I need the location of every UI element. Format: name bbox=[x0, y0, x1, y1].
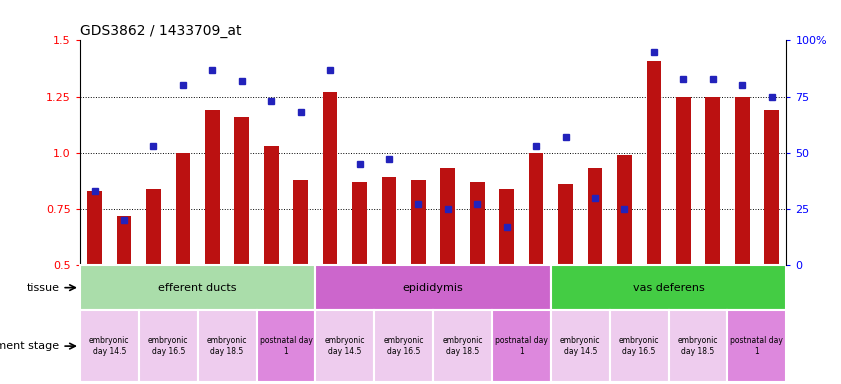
Bar bbox=[492, 310, 551, 382]
Bar bbox=[352, 182, 367, 265]
Text: postnatal day
1: postnatal day 1 bbox=[260, 336, 312, 356]
Bar bbox=[676, 96, 690, 265]
Bar bbox=[558, 184, 573, 265]
Bar bbox=[235, 117, 249, 265]
Text: embryonic
day 18.5: embryonic day 18.5 bbox=[442, 336, 483, 356]
Text: embryonic
day 16.5: embryonic day 16.5 bbox=[383, 336, 424, 356]
Text: embryonic
day 18.5: embryonic day 18.5 bbox=[207, 336, 247, 356]
Text: embryonic
day 16.5: embryonic day 16.5 bbox=[148, 336, 188, 356]
Bar bbox=[198, 310, 257, 382]
Text: embryonic
day 14.5: embryonic day 14.5 bbox=[560, 336, 600, 356]
Bar bbox=[647, 61, 661, 265]
Text: embryonic
day 18.5: embryonic day 18.5 bbox=[678, 336, 718, 356]
Bar bbox=[80, 265, 315, 310]
Text: embryonic
day 14.5: embryonic day 14.5 bbox=[89, 336, 130, 356]
Bar bbox=[87, 191, 102, 265]
Bar bbox=[669, 310, 727, 382]
Bar bbox=[433, 310, 492, 382]
Bar bbox=[294, 180, 308, 265]
Bar bbox=[257, 310, 315, 382]
Bar bbox=[617, 155, 632, 265]
Bar bbox=[117, 216, 131, 265]
Bar bbox=[727, 310, 786, 382]
Bar bbox=[264, 146, 278, 265]
Bar bbox=[764, 110, 779, 265]
Text: embryonic
day 16.5: embryonic day 16.5 bbox=[619, 336, 659, 356]
Bar bbox=[551, 265, 786, 310]
Bar bbox=[588, 169, 602, 265]
Text: embryonic
day 14.5: embryonic day 14.5 bbox=[325, 336, 365, 356]
Text: postnatal day
1: postnatal day 1 bbox=[495, 336, 547, 356]
Text: tissue: tissue bbox=[26, 283, 59, 293]
Bar bbox=[80, 310, 139, 382]
Bar bbox=[500, 189, 514, 265]
Bar bbox=[529, 153, 543, 265]
Bar bbox=[315, 265, 551, 310]
Bar bbox=[735, 96, 749, 265]
Bar bbox=[374, 310, 433, 382]
Bar bbox=[139, 310, 198, 382]
Text: postnatal day
1: postnatal day 1 bbox=[731, 336, 783, 356]
Text: efferent ducts: efferent ducts bbox=[158, 283, 237, 293]
Bar bbox=[706, 96, 720, 265]
Bar bbox=[551, 310, 610, 382]
Bar bbox=[610, 310, 669, 382]
Text: epididymis: epididymis bbox=[403, 283, 463, 293]
Bar bbox=[411, 180, 426, 265]
Bar bbox=[205, 110, 220, 265]
Bar bbox=[146, 189, 161, 265]
Bar bbox=[382, 177, 396, 265]
Bar bbox=[323, 92, 337, 265]
Bar bbox=[470, 182, 484, 265]
Text: development stage: development stage bbox=[0, 341, 59, 351]
Bar bbox=[176, 153, 190, 265]
Bar bbox=[441, 169, 455, 265]
Text: vas deferens: vas deferens bbox=[632, 283, 705, 293]
Text: GDS3862 / 1433709_at: GDS3862 / 1433709_at bbox=[80, 24, 241, 38]
Bar bbox=[315, 310, 374, 382]
